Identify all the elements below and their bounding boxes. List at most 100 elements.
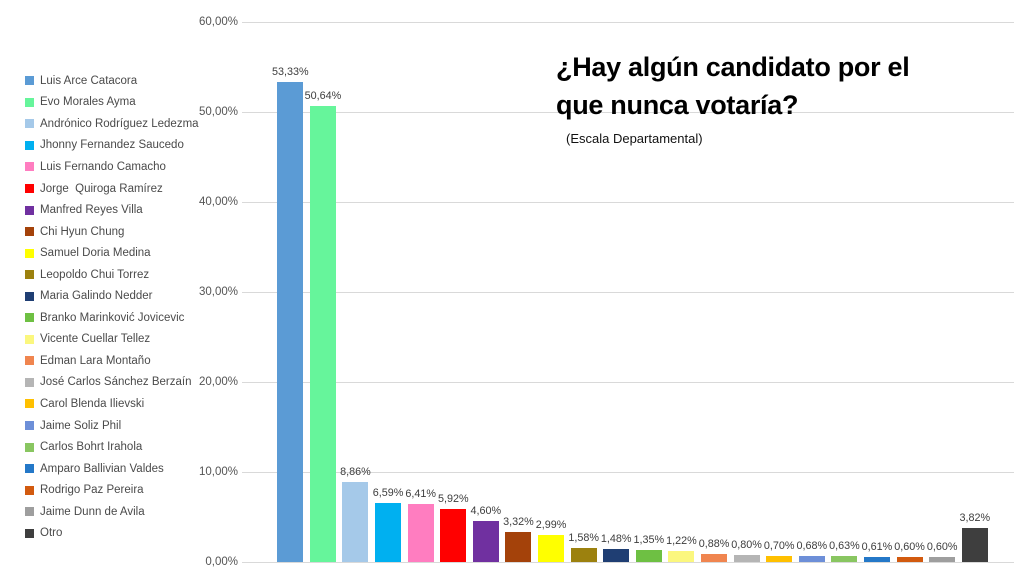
bar (961, 527, 988, 562)
legend-swatch (25, 291, 34, 301)
legend-label: Maria Galindo Nedder (40, 290, 153, 303)
legend-item: Edman Lara Montaño (25, 350, 199, 372)
legend-item: Chi Hyun Chung (25, 221, 199, 243)
legend-label: Chi Hyun Chung (40, 225, 125, 238)
bar-slot: 6,59% (372, 22, 405, 562)
bar-value-label: 3,82% (959, 511, 991, 524)
gridline (242, 472, 1014, 473)
legend-item: Andrónico Rodríguez Ledezma (25, 113, 199, 135)
legend-swatch (25, 334, 34, 344)
bar (342, 482, 369, 562)
bar-value-label: 1,22% (666, 535, 697, 548)
bar (505, 532, 532, 562)
bar (831, 556, 858, 562)
bar (798, 555, 825, 562)
bar (766, 555, 793, 562)
bar-slot: 0,63% (828, 22, 861, 562)
bar (407, 504, 434, 562)
legend-label: Rodrigo Paz Pereira (40, 484, 144, 497)
legend-item: Vicente Cuellar Tellez (25, 329, 199, 351)
legend-item: Amparo Ballivian Valdes (25, 458, 199, 480)
legend-item: Evo Morales Ayma (25, 92, 199, 114)
bar (701, 554, 728, 562)
legend-swatch (25, 313, 34, 323)
legend-swatch (25, 140, 34, 150)
y-tick-label: 20,00% (198, 375, 238, 388)
bar (309, 106, 336, 562)
y-axis: 0,00% 10,00% 20,00% 30,00% 40,00% 50,00% 60,00… (170, 0, 238, 576)
legend-item: Jhonny Fernandez Saucedo (25, 135, 199, 157)
legend-label: Leopoldo Chui Torrez (40, 268, 150, 281)
legend-label: Carol Blenda Ilievski (40, 397, 145, 410)
bar-value-label: 2,99% (535, 519, 567, 532)
plot-area: 53,33% 50,64% 8,86% 6,59% 6,41% 5,92% 4,60% 3,3… (242, 22, 1014, 563)
bar-value-label: 0,63% (829, 540, 860, 553)
legend-swatch (25, 97, 34, 107)
bar-slot: 0,80% (730, 22, 763, 562)
legend-swatch (25, 162, 34, 172)
legend-item: José Carlos Sánchez Berzaín (25, 372, 199, 394)
gridline (242, 562, 1014, 563)
bar-slot: 2,99% (535, 22, 568, 562)
bar-slot: 0,60% (926, 22, 959, 562)
bar-slot: 0,61% (861, 22, 894, 562)
bar-value-label: 3,32% (503, 516, 534, 529)
legend-label: José Carlos Sánchez Berzaín (40, 376, 192, 389)
legend-item: Branko Marinković Jovicevic (25, 307, 199, 329)
bar-value-label: 4,60% (470, 504, 502, 517)
bar-slot: 1,35% (633, 22, 666, 562)
bar-slot: 1,22% (665, 22, 698, 562)
bar (440, 508, 467, 562)
bar-value-label: 6,41% (405, 488, 436, 501)
legend-swatch (25, 248, 34, 258)
bar-value-label: 0,88% (698, 538, 730, 551)
legend-item: Luis Arce Catacora (25, 70, 199, 92)
legend-item: Maria Galindo Nedder (25, 285, 199, 307)
chart-title-line-2: que nunca votaría? (556, 90, 799, 120)
bar-slot: 6,41% (404, 22, 437, 562)
bar (896, 556, 923, 562)
chart-subtitle: (Escala Departamental) (566, 131, 703, 146)
bar-slot: 0,60% (893, 22, 926, 562)
legend-label: Jaime Soliz Phil (40, 419, 122, 432)
bar-value-label: 50,64% (304, 90, 342, 103)
bar (929, 556, 956, 562)
legend-label: Jaime Dunn de Avila (40, 505, 145, 518)
legend-swatch (25, 270, 34, 280)
bar-value-label: 1,35% (633, 533, 665, 546)
bar (733, 554, 760, 562)
legend-swatch (25, 356, 34, 366)
bar-slot: 8,86% (339, 22, 372, 562)
legend-label: Branko Marinković Jovicevic (40, 311, 185, 324)
bar-value-label: 0,80% (731, 538, 762, 551)
legend-item: Rodrigo Paz Pereira (25, 479, 199, 501)
bar-slot: 1,58% (567, 22, 600, 562)
legend-item: Jaime Soliz Phil (25, 415, 199, 437)
bar-slot: 0,70% (763, 22, 796, 562)
bar-slot: 4,60% (470, 22, 503, 562)
y-tick-label: 50,00% (198, 105, 238, 118)
legend-label: Samuel Doria Medina (40, 247, 151, 260)
chart-title: ¿Hay algún candidato por el que nunca vo… (556, 48, 910, 124)
legend-label: Jhonny Fernandez Saucedo (40, 139, 184, 152)
legend-swatch (25, 119, 34, 129)
legend-label: Andrónico Rodríguez Ledezma (40, 117, 199, 130)
legend-label: Amparo Ballivian Valdes (40, 462, 164, 475)
bar (375, 502, 402, 562)
legend-swatch (25, 464, 34, 474)
bar-slot: 0,88% (698, 22, 731, 562)
legend-label: Otro (40, 527, 63, 540)
bar-slot: 0,68% (796, 22, 829, 562)
legend-item: Leopoldo Chui Torrez (25, 264, 199, 286)
gridline (242, 22, 1014, 23)
legend-item: Manfred Reyes Villa (25, 199, 199, 221)
legend-item: Jaime Dunn de Avila (25, 501, 199, 523)
bar-value-label: 0,60% (894, 540, 925, 553)
legend-item: Samuel Doria Medina (25, 242, 199, 264)
gridline (242, 202, 1014, 203)
bar-slot: 3,82% (958, 22, 991, 562)
y-tick-label: 0,00% (205, 555, 238, 568)
y-tick-label: 60,00% (198, 15, 238, 28)
legend-label: Edman Lara Montaño (40, 354, 151, 367)
bar-value-label: 1,48% (600, 532, 632, 545)
